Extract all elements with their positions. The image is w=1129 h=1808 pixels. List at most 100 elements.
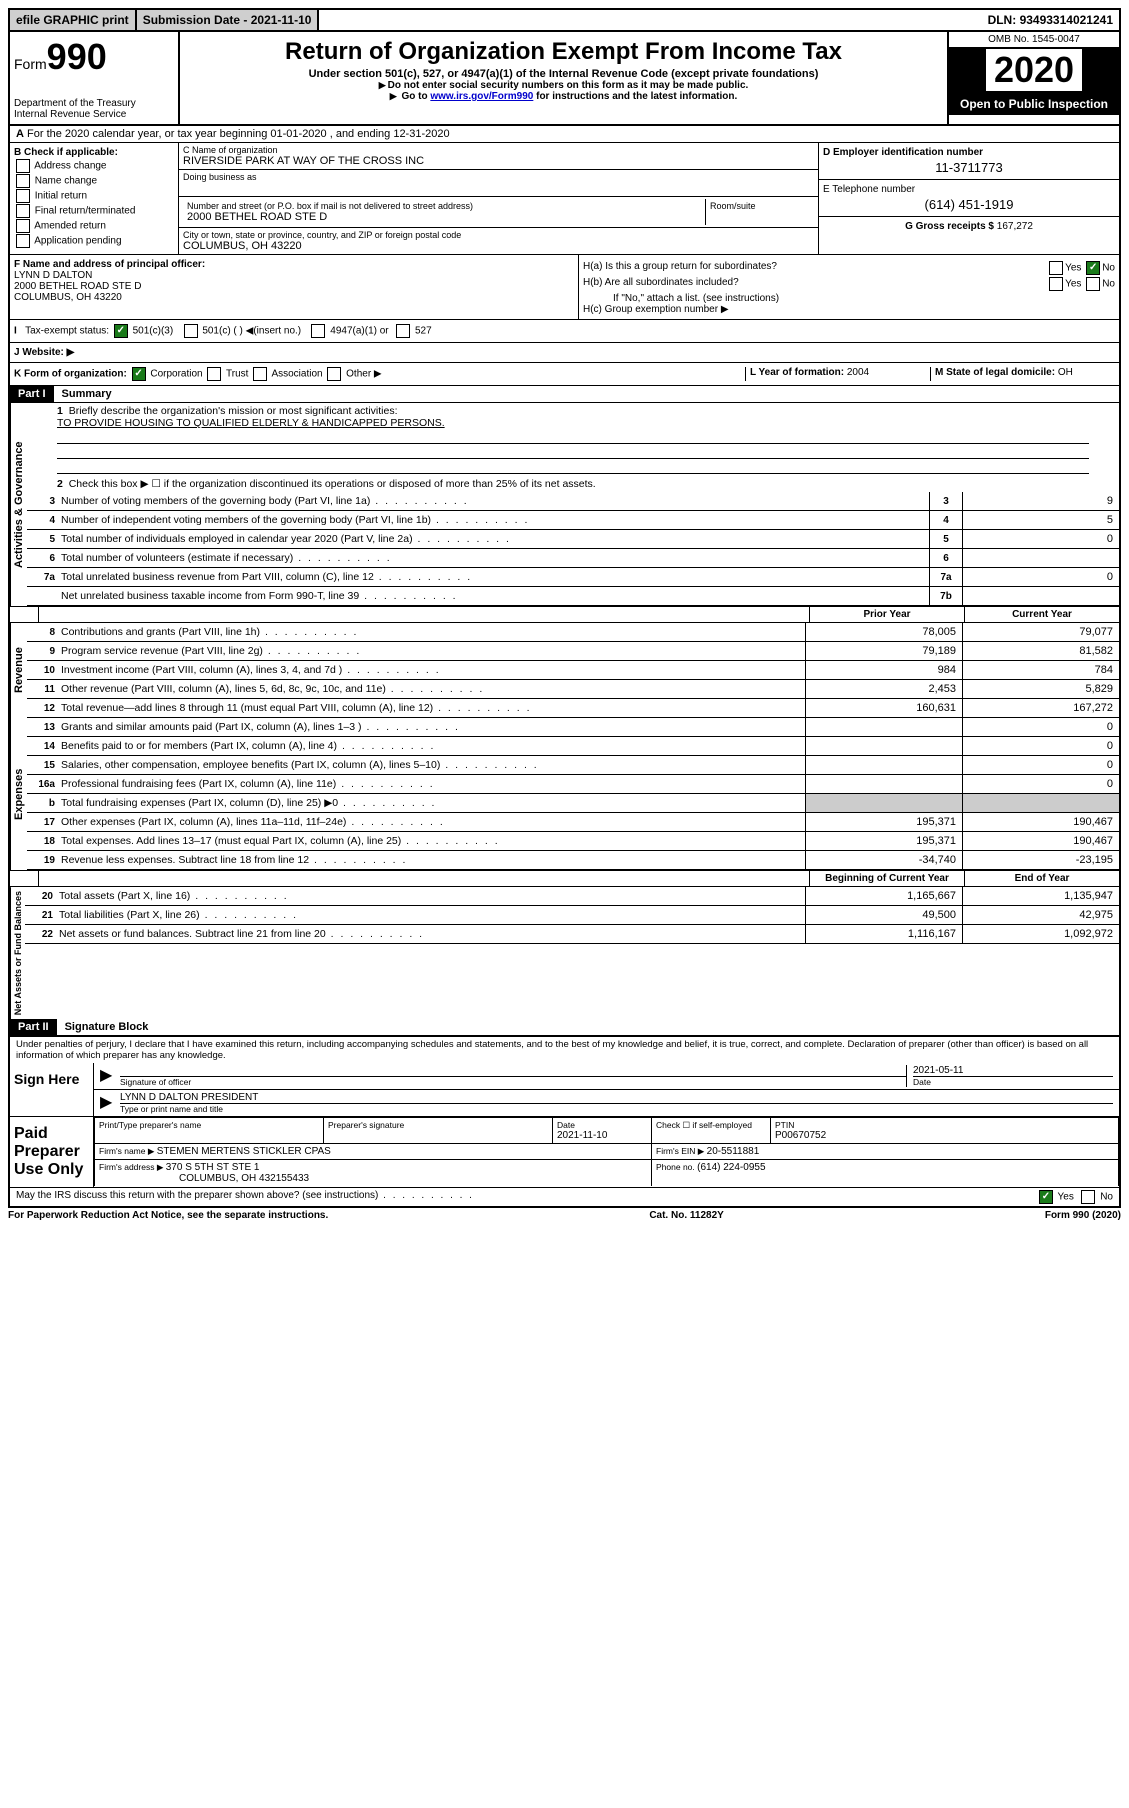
discuss-row: May the IRS discuss this return with the… [10,1188,1119,1206]
sign-here-row: Sign Here ▶ Signature of officer 2021-05… [10,1063,1119,1117]
irs-link[interactable]: www.irs.gov/Form990 [430,91,533,102]
form-container: efile GRAPHIC print Submission Date - 20… [8,8,1121,1208]
section-b: B Check if applicable: Address change Na… [10,143,179,254]
table-row: 3Number of voting members of the governi… [27,492,1119,511]
dept-treasury: Department of the Treasury [14,98,174,109]
tax-exempt-row: I Tax-exempt status: 501(c)(3) 501(c) ( … [10,320,1119,343]
section-h: H(a) Is this a group return for subordin… [579,255,1119,319]
sig-arrow-icon: ▶ [100,1065,120,1087]
form-subtitle: Under section 501(c), 527, or 4947(a)(1)… [184,68,943,80]
form-title: Return of Organization Exempt From Incom… [184,38,943,66]
table-row: 17Other expenses (Part IX, column (A), l… [27,813,1119,832]
header-title: Return of Organization Exempt From Incom… [180,32,947,124]
tax-year: 2020 [949,49,1119,93]
501c-checkbox[interactable] [184,324,198,338]
hb-no-checkbox[interactable] [1086,277,1100,291]
table-row: 7aTotal unrelated business revenue from … [27,568,1119,587]
ha-no-checkbox[interactable] [1086,261,1100,275]
hc-line: H(c) Group exemption number ▶ [583,304,1115,315]
b-label: B Check if applicable: [14,147,118,158]
b-option[interactable]: Amended return [14,219,174,233]
table-row: 22Net assets or fund balances. Subtract … [25,925,1119,944]
header-right: OMB No. 1545-0047 2020 Open to Public In… [947,32,1119,124]
discuss-yes-checkbox[interactable] [1039,1190,1053,1204]
irs: Internal Revenue Service [14,109,174,120]
vert-expenses: Expenses [10,718,27,870]
efile-button[interactable]: efile GRAPHIC print [10,10,137,30]
paid-preparer-row: Paid Preparer Use Only Print/Type prepar… [10,1117,1119,1188]
part2-header: Part II Signature Block [10,1019,1119,1036]
hb-note: If "No," attach a list. (see instruction… [583,293,1115,304]
b-option[interactable]: Application pending [14,234,174,248]
row-a-period: A For the 2020 calendar year, or tax yea… [10,126,1119,143]
trust-checkbox[interactable] [207,367,221,381]
address-row: Number and street (or P.O. box if mail i… [179,197,818,228]
table-row: 9Program service revenue (Part VIII, lin… [27,642,1119,661]
hb-yes-checkbox[interactable] [1049,277,1063,291]
dln: DLN: 93493314021241 [982,10,1119,30]
top-bar: efile GRAPHIC print Submission Date - 20… [10,10,1119,32]
balance-headers: Beginning of Current Year End of Year [10,870,1119,887]
mission-block: 1 Briefly describe the organization's mi… [27,403,1119,476]
hb-line: H(b) Are all subordinates included? Yes … [583,277,1115,291]
note-ssn: Do not enter social security numbers on … [184,80,943,91]
gross-field: G Gross receipts $ 167,272 [819,217,1119,236]
org-name-field: C Name of organization RIVERSIDE PARK AT… [179,143,818,170]
4947-checkbox[interactable] [311,324,325,338]
year-headers: Prior Year Current Year [10,606,1119,623]
city-field: City or town, state or province, country… [179,228,818,254]
b-option[interactable]: Initial return [14,189,174,203]
line2: 2 Check this box ▶ ☐ if the organization… [27,476,1119,492]
note-link: Go to www.irs.gov/Form990 for instructio… [184,91,943,102]
table-row: bTotal fundraising expenses (Part IX, co… [27,794,1119,813]
open-public: Open to Public Inspection [949,93,1119,115]
vert-revenue: Revenue [10,623,27,718]
expenses-section: Expenses 13Grants and similar amounts pa… [10,718,1119,870]
501c3-checkbox[interactable] [114,324,128,338]
table-row: 16aProfessional fundraising fees (Part I… [27,775,1119,794]
b-option[interactable]: Final return/terminated [14,204,174,218]
form-number: Form990 [14,36,174,78]
ein-field: D Employer identification number 11-3711… [819,143,1119,180]
ha-line: H(a) Is this a group return for subordin… [583,261,1115,275]
527-checkbox[interactable] [396,324,410,338]
table-row: 12Total revenue—add lines 8 through 11 (… [27,699,1119,718]
table-row: 20Total assets (Part X, line 16)1,165,66… [25,887,1119,906]
table-row: 13Grants and similar amounts paid (Part … [27,718,1119,737]
paid-prep-label: Paid Preparer Use Only [10,1117,94,1187]
header: Form990 Department of the Treasury Inter… [10,32,1119,126]
signature-section: Under penalties of perjury, I declare th… [10,1036,1119,1206]
table-row: 10Investment income (Part VIII, column (… [27,661,1119,680]
footer: For Paperwork Reduction Act Notice, see … [8,1208,1121,1223]
table-row: 8Contributions and grants (Part VIII, li… [27,623,1119,642]
sig-arrow-icon: ▶ [100,1092,120,1114]
table-row: 11Other revenue (Part VIII, column (A), … [27,680,1119,699]
table-row: 5Total number of individuals employed in… [27,530,1119,549]
vert-netassets: Net Assets or Fund Balances [10,887,25,1019]
vert-governance: Activities & Governance [10,403,27,606]
table-row: 19Revenue less expenses. Subtract line 1… [27,851,1119,870]
part1-header: Part I Summary [10,386,1119,403]
discuss-no-checkbox[interactable] [1081,1190,1095,1204]
assoc-checkbox[interactable] [253,367,267,381]
netassets-section: Net Assets or Fund Balances 20Total asse… [10,887,1119,1019]
preparer-table: Print/Type preparer's name Preparer's si… [94,1117,1119,1186]
b-option[interactable]: Address change [14,159,174,173]
table-row: 4Number of independent voting members of… [27,511,1119,530]
section-f: F Name and address of principal officer:… [10,255,579,319]
tel-field: E Telephone number (614) 451-1919 [819,180,1119,217]
omb-number: OMB No. 1545-0047 [949,32,1119,49]
section-c: C Name of organization RIVERSIDE PARK AT… [179,143,819,254]
dba-field: Doing business as [179,170,818,197]
other-checkbox[interactable] [327,367,341,381]
ha-yes-checkbox[interactable] [1049,261,1063,275]
corp-checkbox[interactable] [132,367,146,381]
table-row: 15Salaries, other compensation, employee… [27,756,1119,775]
sign-here-label: Sign Here [10,1063,94,1116]
section-fh: F Name and address of principal officer:… [10,255,1119,320]
b-option[interactable]: Name change [14,174,174,188]
table-row: 6Total number of volunteers (estimate if… [27,549,1119,568]
website-row: J Website: ▶ [10,343,1119,363]
table-row: 18Total expenses. Add lines 13–17 (must … [27,832,1119,851]
revenue-section: Revenue 8Contributions and grants (Part … [10,623,1119,718]
